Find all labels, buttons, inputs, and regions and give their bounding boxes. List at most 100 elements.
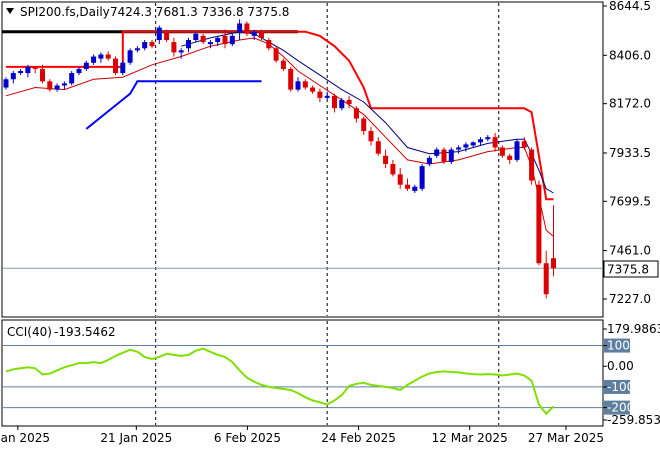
candle-body <box>339 99 345 109</box>
candle-body <box>361 118 367 131</box>
candle-body <box>171 42 177 53</box>
candle-body <box>470 142 476 146</box>
candle-body <box>105 54 111 59</box>
time-tick-label: 27 Mar 2025 <box>528 431 604 445</box>
candle-body <box>288 68 294 90</box>
candle-body <box>164 31 170 41</box>
price-tick-label: 7461.0 <box>609 244 651 258</box>
candle-body <box>244 23 250 34</box>
fast-moving-average <box>5 37 554 237</box>
cci-tick-label: 179.9863 <box>607 322 660 336</box>
candle-body <box>368 130 374 142</box>
time-tick-label: 12 Mar 2025 <box>432 431 508 445</box>
cci-panel-frame <box>1 319 604 427</box>
candle-body <box>551 258 556 269</box>
candle-body <box>32 66 38 69</box>
candle-body <box>251 31 257 36</box>
candle-body <box>273 48 279 61</box>
price-axis: 8644.5 8406.0 8172.0 7933.5 7699.5 7461.0 7227… <box>603 0 651 306</box>
cci-layer <box>3 345 603 416</box>
candle-body <box>397 174 403 185</box>
candle-body <box>229 35 235 45</box>
cci-tick-label: 100 <box>607 339 630 353</box>
candle-body <box>412 186 418 191</box>
candle-body <box>492 137 498 148</box>
candle-body <box>40 68 45 82</box>
candle-body <box>127 50 133 63</box>
candle-body <box>91 56 97 63</box>
price-tick-label: 7933.5 <box>609 146 651 160</box>
candle-body <box>310 87 316 92</box>
candle-body <box>536 184 542 264</box>
candle-body <box>499 147 505 156</box>
candle-body <box>280 60 286 69</box>
candle-body <box>302 81 308 88</box>
cci-tick-label: -100 <box>607 380 634 394</box>
candle-body <box>448 149 454 162</box>
candle-body <box>419 166 425 189</box>
candle-body <box>441 149 447 162</box>
cci-tick-label: -200 <box>607 401 634 415</box>
candle-body <box>76 68 82 74</box>
candle-body <box>434 149 440 156</box>
candle-body <box>295 81 301 90</box>
candle-body <box>98 54 104 59</box>
symbol-label: SPI200.fs,Daily <box>20 5 110 19</box>
candle-body <box>222 35 228 45</box>
candle-body <box>207 42 213 45</box>
candle-body <box>69 73 75 84</box>
candle-body <box>259 31 264 38</box>
candle-body <box>514 141 520 160</box>
time-tick-label: 21 Jan 2025 <box>100 431 172 445</box>
candle-body <box>383 155 389 165</box>
price-tick-label: 7227.0 <box>609 292 651 306</box>
candle-body <box>18 71 24 74</box>
price-tick-label: 8172.0 <box>609 97 651 111</box>
time-tick-label: 3 Jan 2025 <box>0 431 50 445</box>
candle-body <box>346 99 352 105</box>
candle-body <box>332 95 337 109</box>
cci-tick-label: 0.00 <box>607 359 634 373</box>
candle-body <box>463 144 469 148</box>
candle-body <box>375 141 381 154</box>
time-tick-label: 6 Feb 2025 <box>214 431 281 445</box>
dropdown-triangle-icon[interactable] <box>6 8 14 14</box>
candle-body <box>156 27 162 41</box>
candle-body <box>324 95 330 98</box>
cci-tick-label: -259.8537 <box>607 413 660 427</box>
candle-body <box>543 263 549 295</box>
candle-body <box>529 149 535 181</box>
candle-body <box>200 35 206 43</box>
last-price-tag <box>603 260 659 278</box>
price-tick-label: 8406.0 <box>609 48 651 62</box>
candle-body <box>83 62 89 69</box>
candle-body <box>61 83 67 86</box>
price-tick-label: 8644.5 <box>609 0 651 13</box>
candle-body <box>142 42 148 49</box>
price-panel-frame <box>1 1 604 318</box>
cci-level-tag <box>604 400 630 415</box>
candle-body <box>353 108 359 119</box>
cci-title: CCI(40) <box>7 325 52 339</box>
candle-body <box>186 40 191 49</box>
upper-trailing-stop <box>6 30 554 201</box>
candle-body <box>521 141 527 148</box>
candle-body <box>266 40 272 49</box>
cci-line <box>5 347 555 416</box>
cci-level-tag <box>604 379 630 394</box>
candle-body <box>215 37 221 43</box>
candle-body <box>426 157 432 165</box>
candle-body <box>456 147 462 150</box>
price-tick-label: 7699.5 <box>609 194 651 208</box>
time-axis: 3 Jan 2025 21 Jan 2025 6 Feb 2025 24 Feb 20… <box>0 426 604 445</box>
candle-body <box>120 62 126 74</box>
candle-body <box>237 23 243 32</box>
candle-body <box>47 81 53 90</box>
price-layer <box>2 19 603 299</box>
candle-body <box>405 184 410 189</box>
candle-body <box>507 155 513 160</box>
lower-trailing-stop <box>85 80 262 130</box>
candle-body <box>54 85 60 90</box>
candle-body <box>134 48 140 51</box>
